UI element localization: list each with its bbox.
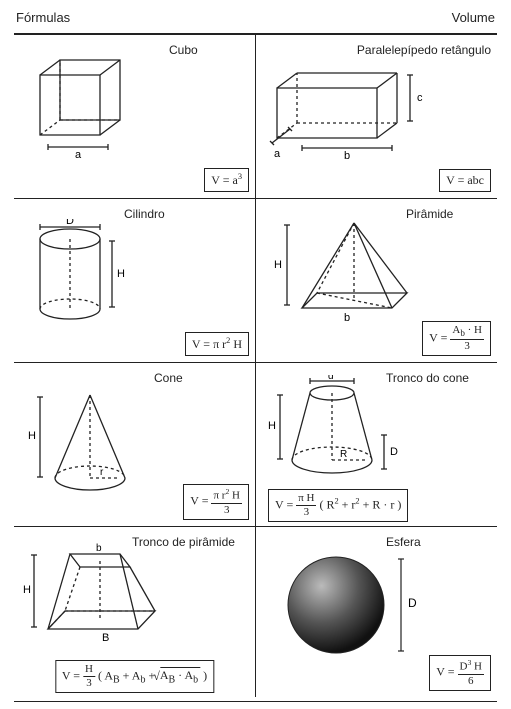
header-left: Fórmulas: [16, 10, 70, 25]
title-cilindro: Cilindro: [124, 207, 165, 221]
formula-cubo: V = a3: [204, 168, 249, 192]
svg-text:a: a: [274, 148, 281, 160]
cell-cilindro: Cilindro D: [14, 199, 256, 363]
formula-tronco-cone: V = π H3 ( R2 + r2 + R · r ): [268, 489, 408, 522]
svg-text:H: H: [117, 268, 125, 280]
formula-cilindro: V = π r2 H: [185, 332, 249, 356]
diagram-tronco-cone: d H R D: [262, 375, 412, 485]
diagram-esfera: D: [276, 545, 446, 665]
cell-cubo: Cubo: [14, 35, 256, 199]
formula-tronco-piramide: V = H3 ( AB + Ab + AB · Ab ): [55, 660, 214, 693]
label-a: a: [75, 149, 82, 161]
diagram-cilindro: D H: [20, 219, 130, 339]
svg-text:b: b: [96, 543, 102, 554]
cell-piramide: Pirâmide H: [256, 199, 498, 363]
svg-text:H: H: [268, 420, 276, 432]
diagram-cubo: a: [20, 55, 140, 165]
diagram-piramide: H b: [262, 213, 422, 333]
diagram-paralelepipedo: c b a: [262, 63, 432, 163]
bottom-rule: [14, 701, 497, 702]
svg-text:B: B: [102, 632, 109, 644]
header-right: Volume: [452, 10, 495, 25]
svg-text:b: b: [344, 150, 350, 162]
page: Fórmulas Volume Cubo: [0, 0, 511, 709]
cell-tronco-piramide: Tronco de pirâmide: [14, 527, 256, 697]
formula-esfera: V = D3 H6: [429, 655, 491, 691]
formula-grid: Cubo: [14, 34, 497, 697]
title-cone: Cone: [154, 371, 183, 385]
cell-esfera: Esfera: [256, 527, 498, 697]
cell-cone: Cone H r: [14, 363, 256, 527]
formula-piramide: V = Ab · H3: [422, 321, 491, 356]
cell-paralelepipedo: Paralelepípedo retângulo: [256, 35, 498, 199]
svg-text:R: R: [340, 449, 347, 460]
diagram-cone: H r: [20, 383, 150, 503]
page-header: Fórmulas Volume: [14, 10, 497, 29]
formula-paralelepipedo: V = abc: [439, 169, 491, 192]
svg-text:D: D: [390, 446, 398, 458]
svg-text:H: H: [23, 584, 31, 596]
svg-text:D: D: [408, 596, 417, 610]
svg-text:d: d: [328, 375, 334, 382]
title-paralelepipedo: Paralelepípedo retângulo: [357, 43, 491, 57]
svg-text:H: H: [274, 259, 282, 271]
cell-tronco-cone: Tronco do cone: [256, 363, 498, 527]
svg-text:b: b: [344, 312, 350, 324]
title-cubo: Cubo: [169, 43, 198, 57]
formula-cone: V = π r2 H3: [183, 484, 249, 520]
svg-text:r: r: [100, 467, 104, 478]
diagram-tronco-piramide: H b B: [20, 539, 170, 654]
svg-text:D: D: [66, 219, 74, 227]
svg-text:H: H: [28, 430, 36, 442]
svg-text:c: c: [417, 92, 423, 104]
